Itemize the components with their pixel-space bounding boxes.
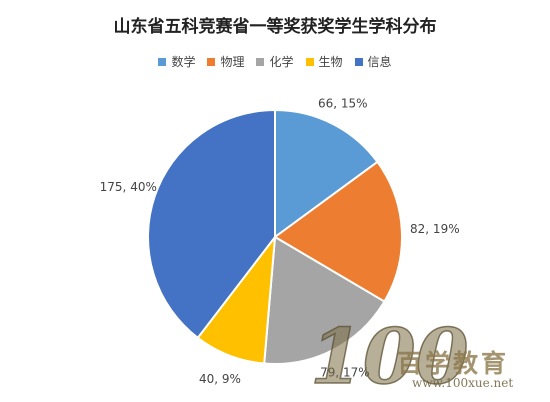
pie-slice-physics <box>273 160 403 303</box>
legend-swatch-physics <box>207 57 216 66</box>
legend-swatch-informatics <box>354 57 363 66</box>
legend-label-physics: 物理 <box>220 55 245 69</box>
legend-item-informatics: 信息 <box>354 53 392 70</box>
legend-label-math: 数学 <box>171 55 196 69</box>
pie-slice-informatics <box>147 108 276 340</box>
legend-item-physics: 物理 <box>207 53 244 70</box>
legend-label-informatics: 信息 <box>367 55 392 69</box>
data-label-chemistry: 79, 17% <box>320 365 370 379</box>
pie-slices <box>147 108 403 365</box>
legend-label-biology: 生物 <box>318 55 343 69</box>
watermark-logo: 100 <box>309 311 469 402</box>
legend-item-math: 数学 <box>158 53 195 70</box>
chart-title: 山东省五科竞赛省一等奖获奖学生学科分布 <box>113 17 437 37</box>
legend-item-chemistry: 化学 <box>256 53 294 70</box>
data-label-informatics: 175, 40% <box>100 180 157 194</box>
legend-swatch-chemistry <box>256 57 265 66</box>
data-label-math: 66, 15% <box>318 96 368 110</box>
pie-slice-chemistry <box>263 235 386 365</box>
pie-slice-math <box>274 108 379 239</box>
legend-swatch-biology <box>305 57 314 66</box>
data-label-physics: 82, 19% <box>410 222 460 236</box>
watermark-logo-text: 100 <box>310 312 469 401</box>
watermark-url: www.100xue.net <box>412 376 514 390</box>
data-label-biology: 40, 9% <box>199 372 241 386</box>
chart-legend: 数学 物理 化学 生物 信息 <box>0 53 550 70</box>
legend-item-biology: 生物 <box>305 53 343 70</box>
legend-label-chemistry: 化学 <box>269 55 294 69</box>
pie-data-labels: 66, 15% 82, 19% 79, 17% 40, 9% 175, 40% <box>100 96 460 386</box>
legend-swatch-math <box>158 57 167 66</box>
watermark-brand: 百学教育 <box>397 349 510 378</box>
